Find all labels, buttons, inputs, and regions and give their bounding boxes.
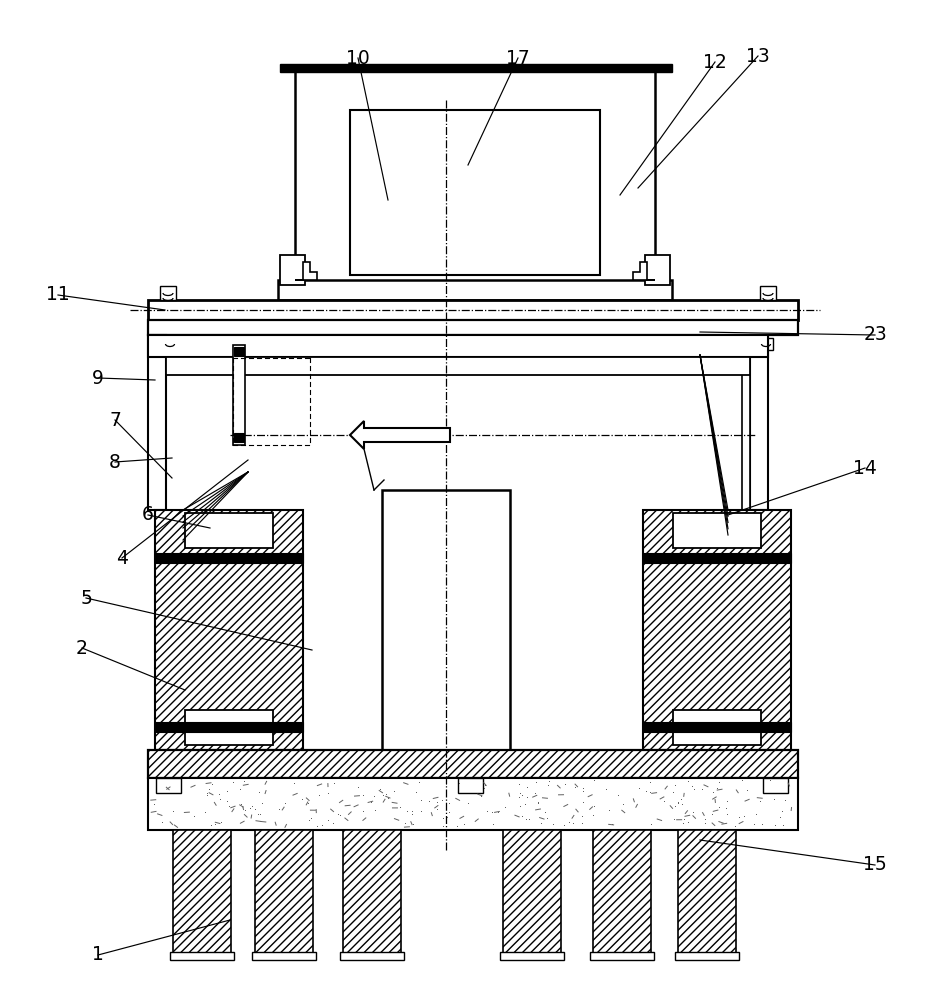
- Text: 9: 9: [92, 368, 104, 387]
- Text: 7: 7: [109, 410, 121, 430]
- Bar: [148, 320, 798, 335]
- Text: 14: 14: [853, 458, 877, 478]
- Polygon shape: [350, 421, 450, 449]
- Text: 5: 5: [80, 588, 92, 607]
- Bar: [280, 64, 672, 72]
- Bar: [678, 830, 736, 960]
- Bar: [742, 357, 750, 510]
- Text: 12: 12: [703, 52, 727, 72]
- Bar: [156, 778, 181, 793]
- Bar: [155, 510, 303, 750]
- Bar: [234, 347, 244, 356]
- Text: 4: 4: [116, 548, 128, 568]
- Text: 15: 15: [863, 856, 887, 874]
- Bar: [280, 255, 305, 285]
- Bar: [234, 433, 244, 442]
- Bar: [763, 778, 788, 793]
- Bar: [148, 335, 768, 357]
- Text: 13: 13: [746, 46, 770, 66]
- Text: 1: 1: [92, 946, 104, 964]
- Bar: [590, 952, 654, 960]
- Bar: [185, 710, 273, 745]
- Bar: [278, 280, 672, 300]
- Bar: [155, 553, 303, 563]
- Bar: [255, 830, 313, 960]
- Bar: [500, 952, 564, 960]
- Bar: [673, 513, 761, 548]
- Bar: [173, 830, 231, 960]
- Polygon shape: [295, 262, 317, 280]
- Bar: [643, 722, 791, 732]
- Text: 6: 6: [142, 506, 154, 524]
- Bar: [170, 952, 234, 960]
- Bar: [295, 68, 655, 285]
- Bar: [760, 286, 776, 300]
- Bar: [340, 952, 404, 960]
- Bar: [166, 357, 750, 375]
- Polygon shape: [633, 262, 655, 280]
- Bar: [645, 255, 670, 285]
- Text: 2: 2: [76, 639, 88, 658]
- Bar: [163, 338, 177, 350]
- Bar: [458, 778, 483, 793]
- Bar: [750, 335, 768, 510]
- Bar: [643, 510, 791, 750]
- Bar: [185, 513, 273, 548]
- Bar: [343, 830, 401, 960]
- Bar: [148, 335, 166, 510]
- Text: 23: 23: [863, 326, 887, 344]
- Bar: [382, 490, 510, 750]
- Text: 17: 17: [506, 48, 530, 68]
- Bar: [673, 710, 761, 745]
- Bar: [148, 750, 798, 778]
- Bar: [148, 778, 798, 830]
- Bar: [675, 952, 739, 960]
- Text: 8: 8: [109, 452, 121, 472]
- Bar: [350, 110, 600, 275]
- Text: 10: 10: [346, 48, 370, 68]
- Bar: [252, 952, 316, 960]
- Bar: [155, 722, 303, 732]
- Bar: [503, 830, 561, 960]
- Bar: [593, 830, 651, 960]
- Bar: [233, 345, 245, 445]
- Bar: [759, 338, 773, 350]
- Bar: [160, 286, 176, 300]
- Bar: [148, 300, 798, 320]
- Text: 11: 11: [46, 286, 70, 304]
- Bar: [643, 553, 791, 563]
